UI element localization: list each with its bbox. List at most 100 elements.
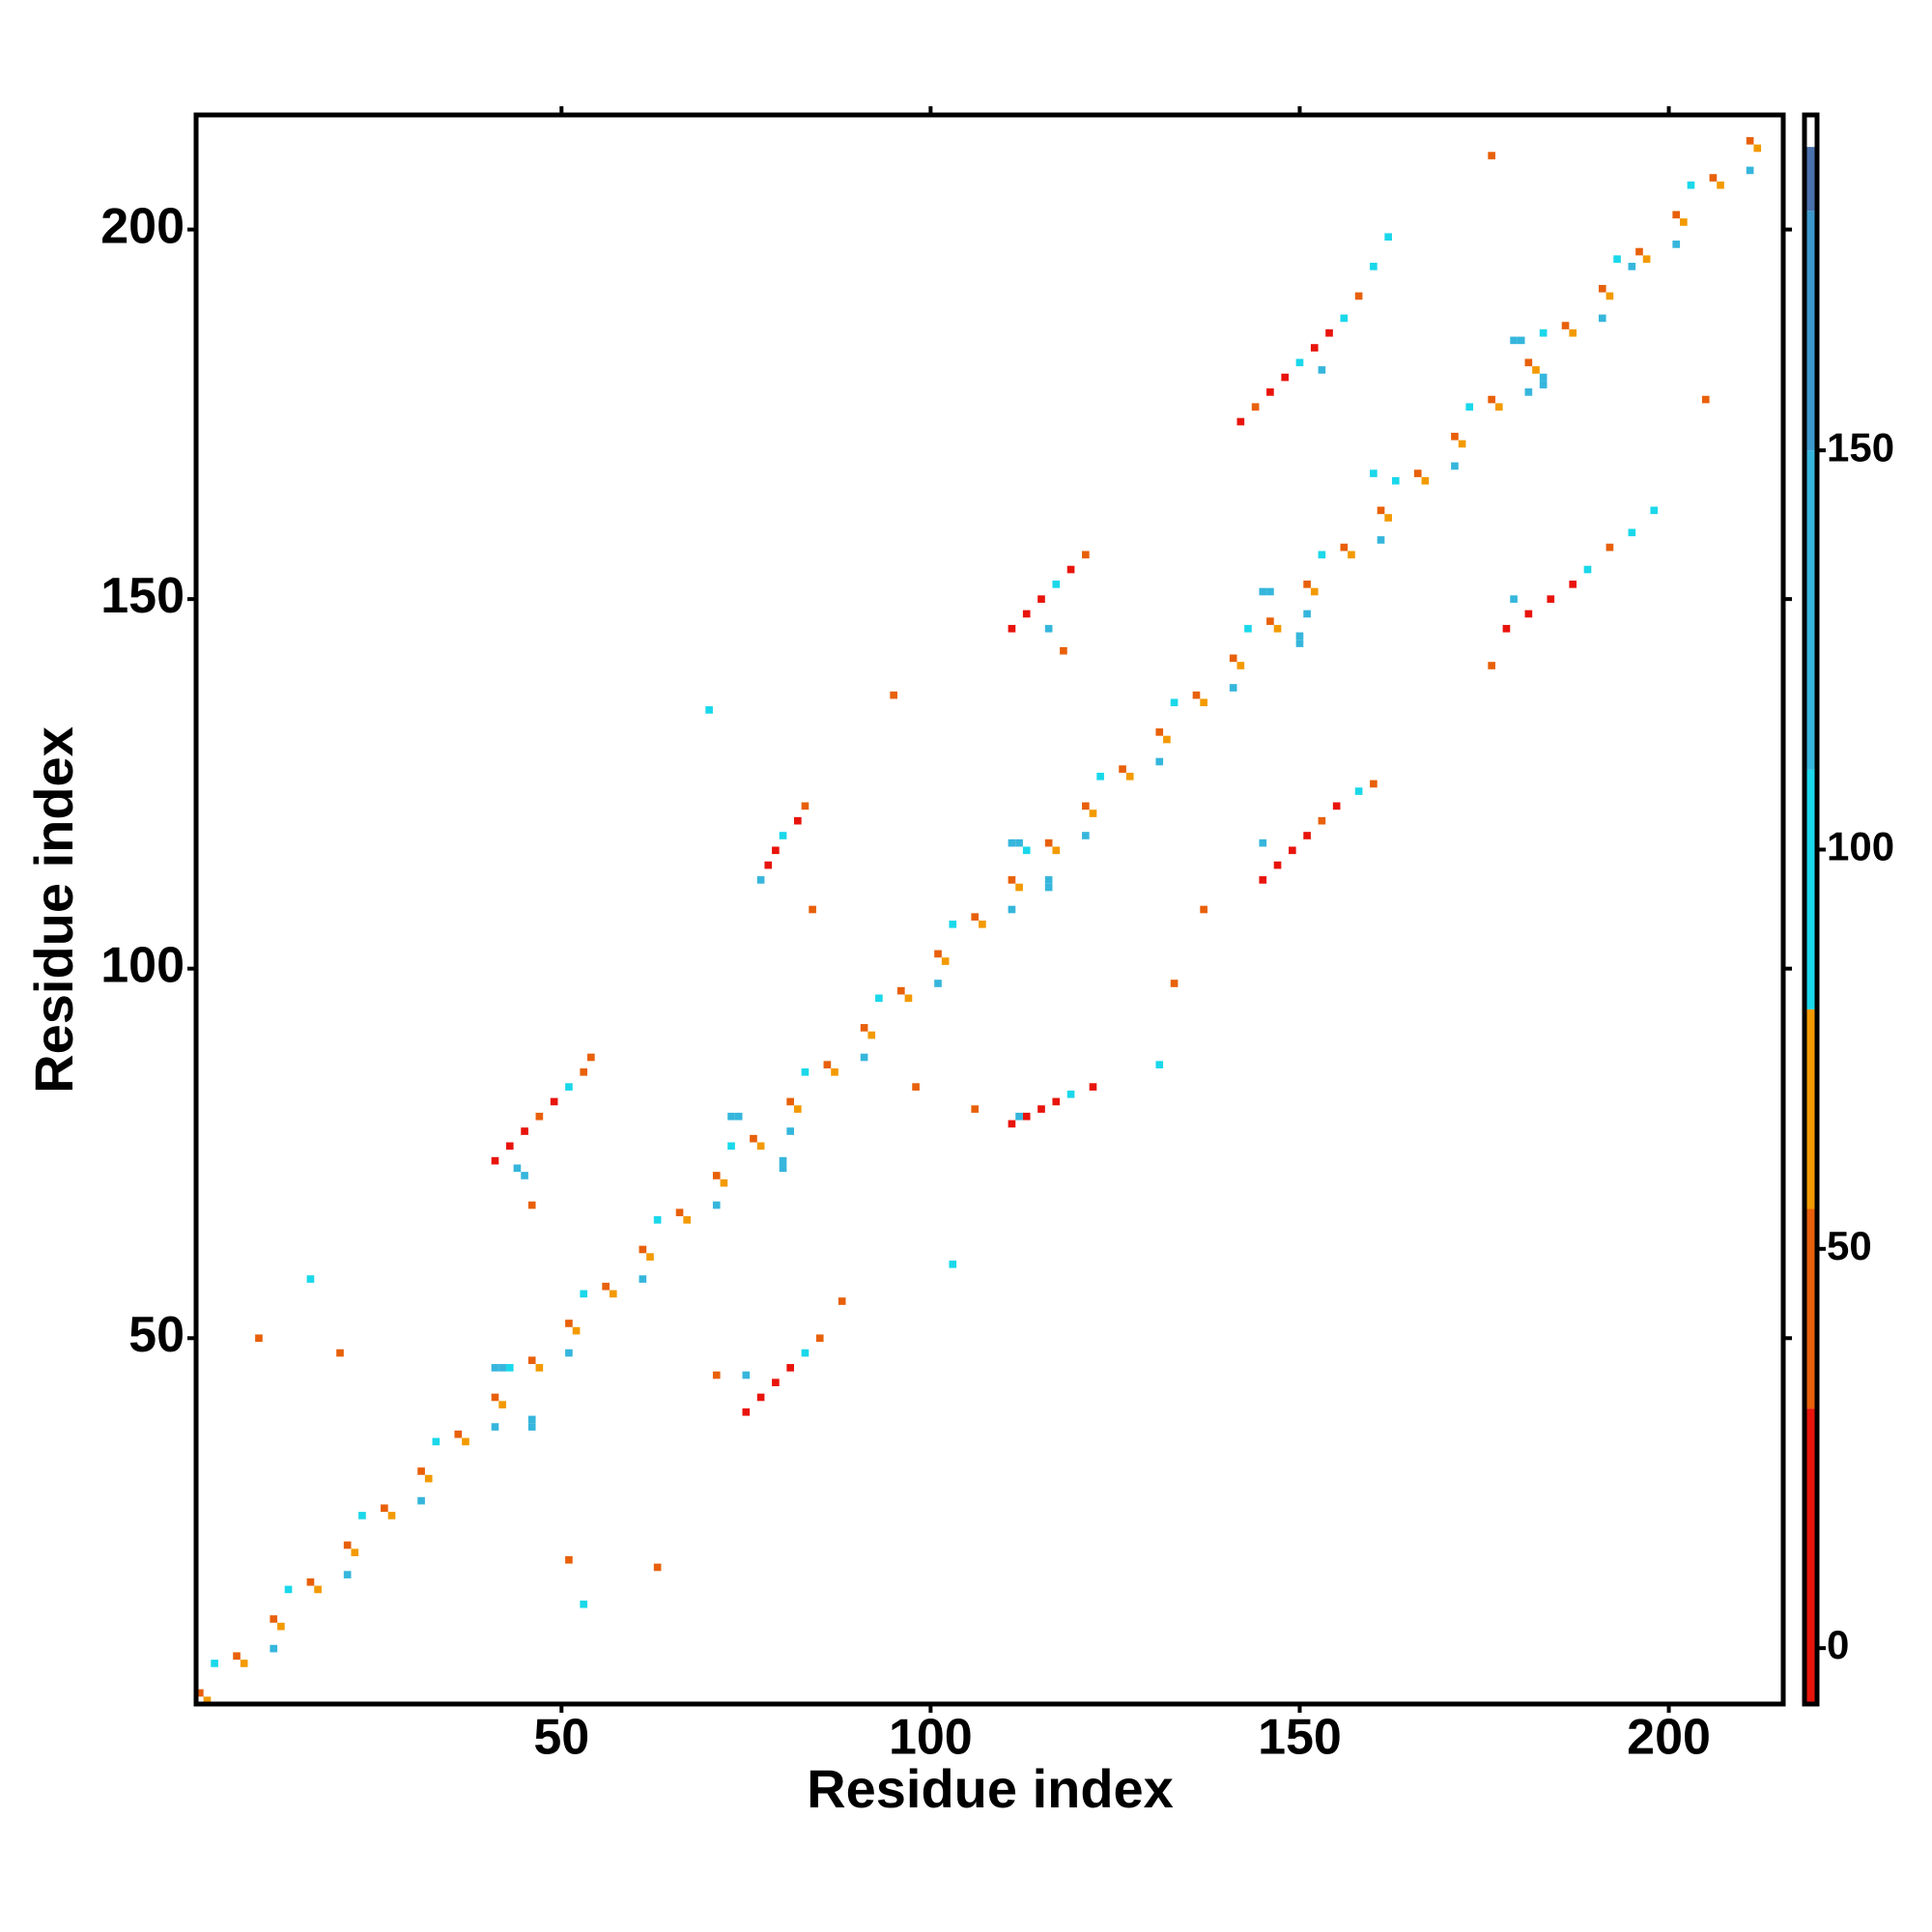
heatmap-cell xyxy=(343,1541,352,1549)
heatmap-cell xyxy=(1125,772,1134,781)
heatmap-cell xyxy=(1370,263,1378,270)
x-tick-label: 200 xyxy=(1627,1710,1711,1766)
heatmap-cell xyxy=(838,1297,846,1305)
heatmap-cell xyxy=(1332,802,1341,810)
heatmap-cell xyxy=(1465,403,1474,412)
heatmap-cell xyxy=(1052,1097,1061,1106)
heatmap-cell xyxy=(1192,691,1201,699)
heatmap-cell xyxy=(653,1216,662,1224)
heatmap-cell xyxy=(417,1496,425,1505)
heatmap-cell xyxy=(521,1172,528,1179)
plot-frame xyxy=(193,112,1786,1707)
heatmap-cell xyxy=(1200,905,1208,914)
colorbar-tick-label: 0 xyxy=(1827,1622,1849,1667)
heatmap-cell xyxy=(779,1156,787,1165)
heatmap-cell xyxy=(1022,610,1031,618)
heatmap-cell xyxy=(1236,662,1245,669)
heatmap-cell xyxy=(505,1142,514,1151)
heatmap-cell xyxy=(809,905,816,914)
heatmap-cell xyxy=(1547,595,1555,603)
heatmap-cell xyxy=(1370,780,1378,788)
colorbar-frame xyxy=(1802,112,1820,1707)
heatmap-cell xyxy=(424,1474,433,1483)
heatmap-cell xyxy=(756,876,765,884)
heatmap-cell xyxy=(1163,735,1171,744)
heatmap-cell xyxy=(1266,388,1274,396)
heatmap-cell xyxy=(896,986,905,995)
heatmap-cell xyxy=(949,920,957,928)
heatmap-cell xyxy=(1259,838,1267,847)
colorbar-tick-label: 150 xyxy=(1827,424,1894,469)
heatmap-cell xyxy=(1060,646,1067,655)
heatmap-cell xyxy=(1384,514,1392,522)
heatmap-cell xyxy=(277,1622,285,1631)
heatmap-cell xyxy=(1318,366,1326,374)
heatmap-cell xyxy=(1318,816,1326,825)
heatmap-cell xyxy=(336,1349,344,1357)
heatmap-cell xyxy=(1524,388,1533,396)
colorbar-band xyxy=(1804,115,1817,148)
heatmap-cell xyxy=(1200,698,1208,707)
heatmap-cell xyxy=(1303,832,1311,839)
heatmap-cell xyxy=(1008,905,1016,914)
heatmap-cell xyxy=(756,1393,765,1402)
heatmap-cell xyxy=(381,1504,388,1513)
heatmap-cell xyxy=(1709,174,1718,182)
heatmap-cell xyxy=(1377,536,1385,544)
heatmap-cell xyxy=(1229,684,1237,692)
heatmap-cell xyxy=(1635,247,1643,256)
heatmap-cell xyxy=(949,1260,957,1268)
heatmap-cell xyxy=(941,957,950,965)
heatmap-cell xyxy=(786,1097,794,1106)
heatmap-cell xyxy=(653,1563,662,1572)
heatmap-cell xyxy=(801,1349,810,1357)
heatmap-cell xyxy=(1052,846,1061,855)
heatmap-cell xyxy=(1672,211,1681,219)
heatmap-cell xyxy=(1044,876,1053,884)
heatmap-cell xyxy=(772,1378,780,1386)
heatmap-cell xyxy=(1717,181,1724,189)
heatmap-cell xyxy=(904,994,913,1003)
heatmap-cell xyxy=(1310,344,1319,352)
heatmap-cell xyxy=(432,1437,440,1446)
heatmap-cell xyxy=(1561,322,1570,329)
heatmap-cell xyxy=(1494,403,1503,412)
heatmap-cell xyxy=(1510,595,1518,603)
heatmap-cell xyxy=(1539,328,1548,337)
heatmap-cell xyxy=(491,1393,499,1402)
heatmap-cell xyxy=(387,1512,396,1520)
heatmap-cell xyxy=(1295,358,1304,367)
heatmap-cell xyxy=(1295,639,1304,647)
heatmap-cell xyxy=(1628,528,1636,537)
heatmap-cell xyxy=(1650,506,1659,515)
heatmap-cell xyxy=(1288,846,1296,855)
heatmap-cell xyxy=(1391,476,1400,485)
colorbar-band xyxy=(1804,1408,1817,1704)
heatmap-cell xyxy=(979,920,986,928)
heatmap-cell xyxy=(1022,1112,1031,1121)
heatmap-cell xyxy=(270,1615,278,1623)
heatmap-cell xyxy=(1384,233,1392,242)
heatmap-cell xyxy=(1377,506,1385,515)
heatmap-cell xyxy=(1244,624,1252,633)
heatmap-cell xyxy=(1687,181,1695,189)
heatmap-cell xyxy=(1236,417,1245,426)
heatmap-cell xyxy=(1458,440,1466,448)
heatmap-cell xyxy=(1044,838,1053,847)
heatmap-cell xyxy=(646,1253,654,1261)
heatmap-cell xyxy=(1354,292,1363,300)
heatmap-cell xyxy=(639,1245,647,1254)
heatmap-cell xyxy=(1273,624,1282,633)
heatmap-cell xyxy=(683,1216,692,1224)
heatmap-cell xyxy=(1037,1105,1045,1113)
heatmap-cell xyxy=(1517,336,1525,345)
heatmap-cell xyxy=(1082,802,1090,810)
heatmap-cell xyxy=(240,1660,248,1667)
heatmap-cell xyxy=(779,832,787,839)
heatmap-cell xyxy=(1155,1061,1164,1068)
heatmap-cell xyxy=(1510,336,1518,345)
heatmap-cell xyxy=(712,1371,721,1379)
heatmap-cell xyxy=(1266,617,1274,625)
heatmap-cell xyxy=(565,1083,573,1091)
heatmap-cell xyxy=(772,846,780,855)
